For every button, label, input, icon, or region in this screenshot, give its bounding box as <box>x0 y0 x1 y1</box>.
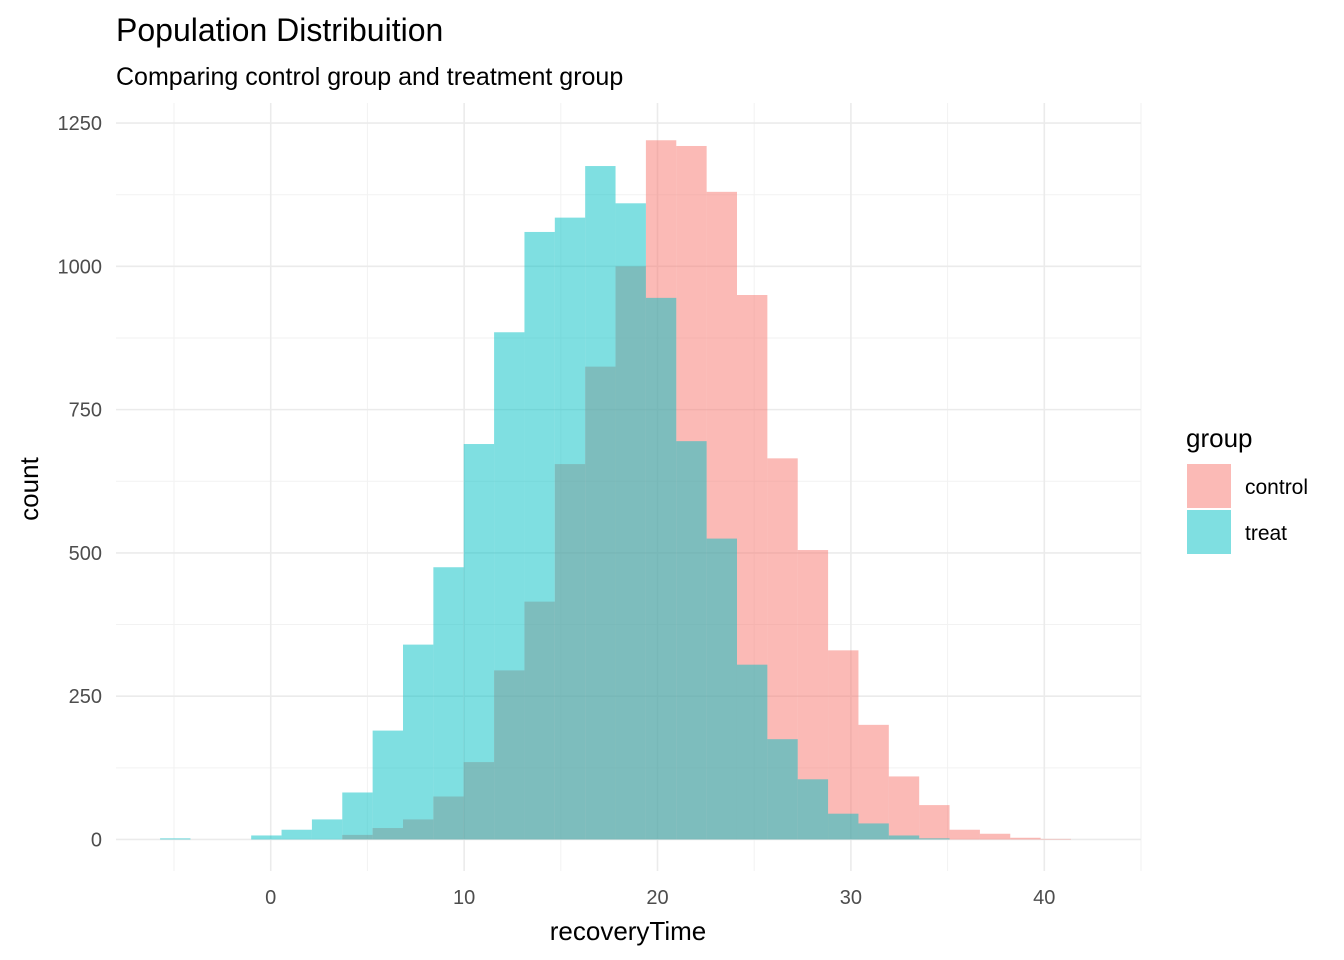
legend: group control treat <box>1186 423 1308 554</box>
bar-treat <box>919 838 950 840</box>
bar-control <box>888 776 920 840</box>
bar-treat <box>494 332 525 840</box>
bar-treat <box>524 231 555 840</box>
x-tick-label: 30 <box>840 887 862 909</box>
bar-treat <box>251 835 282 840</box>
legend-key-control <box>1187 464 1231 508</box>
legend-label-treat: treat <box>1245 522 1287 545</box>
x-tick-label: 10 <box>453 887 475 909</box>
bar-control <box>919 805 950 840</box>
y-axis-title: count <box>14 456 44 520</box>
y-tick-label: 1000 <box>58 256 103 278</box>
bar-control <box>858 724 889 840</box>
bar-treat <box>828 813 859 840</box>
bar-treat <box>736 664 768 840</box>
bar-treat <box>311 819 343 840</box>
series-treat <box>160 166 950 840</box>
bar-control <box>949 829 980 840</box>
bar-treat <box>585 166 616 840</box>
bar-treat <box>615 203 646 840</box>
legend-key-treat <box>1187 510 1231 554</box>
bar-treat <box>767 739 798 840</box>
bar-treat <box>342 792 373 840</box>
bar-treat <box>554 217 586 840</box>
bar-treat <box>281 829 312 840</box>
x-axis-title: recoveryTime <box>550 916 707 946</box>
y-tick-label: 250 <box>69 686 102 708</box>
bar-treat <box>160 838 191 840</box>
bar-control <box>1040 838 1071 840</box>
bar-treat <box>372 730 403 840</box>
y-axis-ticks: 0 250 500 750 1000 1250 <box>58 113 103 851</box>
histogram-bars <box>160 140 1071 840</box>
legend-label-control: control <box>1245 476 1308 499</box>
y-tick-label: 500 <box>69 543 102 565</box>
bar-treat <box>797 779 829 840</box>
bar-treat <box>888 835 920 840</box>
bar-control <box>1010 837 1041 840</box>
bar-treat <box>645 297 677 840</box>
x-tick-label: 20 <box>646 887 668 909</box>
bar-treat <box>858 823 889 840</box>
bar-control <box>828 650 859 840</box>
x-axis-ticks: 0 10 20 30 40 <box>265 887 1055 909</box>
y-tick-label: 0 <box>91 829 102 851</box>
bar-treat <box>403 644 434 840</box>
bar-treat <box>433 567 464 840</box>
bar-treat <box>676 441 707 840</box>
chart-subtitle: Comparing control group and treatment gr… <box>116 63 623 91</box>
legend-title: group <box>1186 423 1253 453</box>
bar-treat <box>463 444 495 840</box>
x-tick-label: 40 <box>1033 887 1055 909</box>
y-tick-label: 1250 <box>58 113 103 135</box>
chart-title: Population Distribuition <box>116 12 443 48</box>
bar-control <box>979 833 1011 840</box>
bar-treat <box>706 538 737 840</box>
x-tick-label: 0 <box>265 887 276 909</box>
y-tick-label: 750 <box>69 400 102 422</box>
